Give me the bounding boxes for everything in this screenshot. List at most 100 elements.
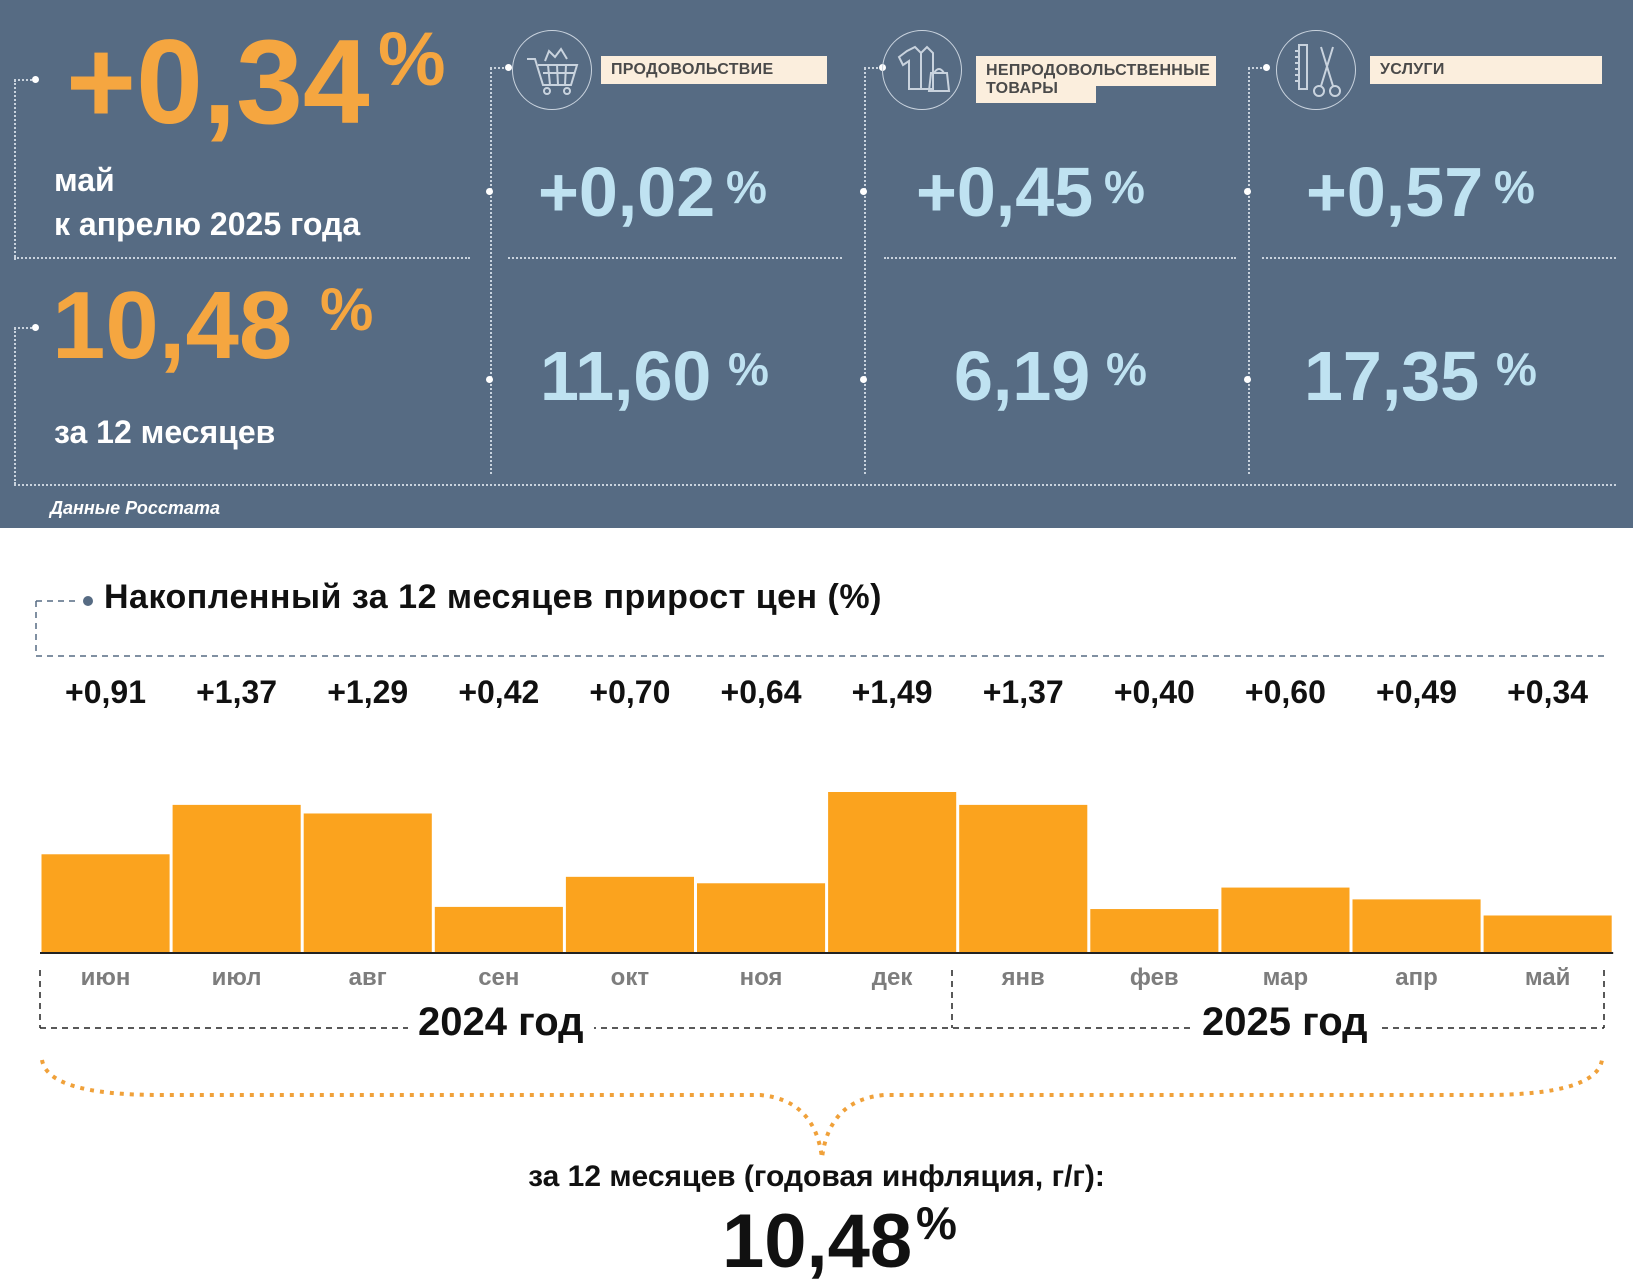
divider bbox=[508, 257, 842, 259]
annual-inflation-total: 10,48 bbox=[722, 1199, 913, 1284]
food-icon-circle bbox=[512, 30, 592, 110]
annual-inflation-value: 10,48 bbox=[52, 272, 293, 379]
column-divider bbox=[490, 68, 492, 474]
divider bbox=[14, 327, 32, 329]
bullet-dot bbox=[860, 376, 867, 383]
bar-ноя bbox=[697, 883, 826, 952]
annual-inflation-pct: % bbox=[320, 276, 374, 343]
divider bbox=[14, 257, 470, 259]
bar-value-label: +1,29 bbox=[327, 674, 409, 710]
month-tick-label: июл bbox=[211, 964, 262, 991]
bar-сен bbox=[434, 906, 563, 952]
divider bbox=[884, 257, 1236, 259]
month-tick-label: апр bbox=[1395, 964, 1438, 991]
bar-value-label: +0,40 bbox=[1113, 674, 1195, 710]
bar-value-label: +0,42 bbox=[458, 674, 540, 710]
bar-value-label: +1,37 bbox=[196, 674, 278, 710]
divider bbox=[14, 80, 16, 260]
divider bbox=[14, 484, 1616, 486]
bar-value-label: +1,49 bbox=[851, 674, 933, 710]
category-label-nonfood: НЕПРОДОВОЛЬСТВЕННЫЕ bbox=[976, 56, 1216, 86]
month-tick-label: фев bbox=[1129, 964, 1179, 991]
bar-июл bbox=[172, 804, 301, 952]
food-monthly-pct: % bbox=[726, 161, 767, 213]
category-label-services: УСЛУГИ bbox=[1370, 56, 1602, 84]
chart-title: Накопленный за 12 месяцев прирост цен (%… bbox=[104, 578, 882, 616]
annual-inflation-total-pct: % bbox=[916, 1197, 957, 1249]
year-label-2024: 2024 год bbox=[408, 1000, 594, 1045]
month-tick-label: май bbox=[1524, 964, 1571, 991]
bar-value-label: +0,60 bbox=[1244, 674, 1326, 710]
source-note: Данные Росстата bbox=[50, 498, 220, 518]
category-label-nonfood-line2-box: ТОВАРЫ bbox=[976, 80, 1096, 103]
divider bbox=[864, 67, 882, 69]
month-tick-label: авг bbox=[348, 964, 387, 991]
bar-value-label: +1,37 bbox=[982, 674, 1064, 710]
month-tick-label: сен bbox=[478, 964, 520, 991]
column-divider bbox=[864, 68, 866, 474]
nonfood-monthly-pct: % bbox=[1104, 161, 1145, 213]
bar-окт bbox=[565, 876, 694, 952]
summary-panel bbox=[0, 0, 1633, 528]
month-tick-label: ноя bbox=[739, 964, 783, 991]
bullet-dot bbox=[1263, 64, 1270, 71]
divider bbox=[14, 79, 32, 81]
month-tick-label: мар bbox=[1262, 964, 1309, 991]
month-tick-label: июн bbox=[80, 964, 131, 991]
month-tick-label: янв bbox=[1001, 964, 1045, 991]
nonfood-annual-pct: % bbox=[1106, 343, 1147, 395]
year-brackets bbox=[39, 970, 1605, 1159]
bar-апр bbox=[1352, 899, 1481, 952]
monthly-caption-compare: к апрелю 2025 года bbox=[54, 206, 361, 242]
divider bbox=[490, 67, 508, 69]
bullet-dot bbox=[486, 188, 493, 195]
services-icon-circle bbox=[1276, 30, 1356, 110]
nonfood-icon-circle bbox=[882, 30, 962, 110]
food-annual-pct: % bbox=[728, 343, 769, 395]
bar-chart bbox=[40, 792, 1614, 954]
monthly-inflation-value: +0,34 bbox=[66, 15, 370, 149]
bar-авг bbox=[303, 813, 432, 952]
bullet-dot bbox=[505, 64, 512, 71]
bullet-dot bbox=[32, 324, 39, 331]
services-annual-value: 17,35 bbox=[1304, 337, 1480, 415]
shopping-cart-icon bbox=[527, 47, 579, 95]
services-monthly-pct: % bbox=[1494, 161, 1535, 213]
monthly-inflation-pct: % bbox=[378, 17, 446, 102]
services-annual-pct: % bbox=[1496, 343, 1537, 395]
category-label-food: ПРОДОВОЛЬСТВИЕ bbox=[601, 56, 827, 84]
bar-мар bbox=[1221, 887, 1350, 952]
food-annual-value: 11,60 bbox=[540, 337, 712, 415]
bar-май bbox=[1483, 915, 1612, 952]
annual-inflation-label: за 12 месяцев (годовая инфляция, г/г): bbox=[528, 1160, 1105, 1193]
food-monthly-value: +0,02 bbox=[538, 153, 716, 231]
annual-caption: за 12 месяцев bbox=[54, 414, 276, 450]
bar-фев bbox=[1090, 909, 1219, 952]
bullet-dot bbox=[1244, 188, 1251, 195]
services-monthly-value: +0,57 bbox=[1306, 153, 1484, 231]
nonfood-annual-value: 6,19 bbox=[954, 337, 1091, 415]
nonfood-monthly-value: +0,45 bbox=[916, 153, 1094, 231]
bar-янв bbox=[959, 804, 1088, 952]
divider bbox=[14, 328, 16, 484]
scissors-comb-icon bbox=[1295, 44, 1341, 97]
chart-title-decor bbox=[35, 596, 1605, 657]
divider bbox=[1262, 257, 1616, 259]
bar-value-label: +0,34 bbox=[1507, 674, 1589, 710]
month-tick-label: дек bbox=[871, 964, 913, 991]
clothing-icon bbox=[897, 45, 951, 92]
bullet-dot bbox=[1244, 376, 1251, 383]
category-label-nonfood-line1: НЕПРОДОВОЛЬСТВЕННЫЕ bbox=[986, 62, 1211, 79]
bar-value-label: +0,91 bbox=[65, 674, 146, 710]
column-divider bbox=[1248, 68, 1250, 474]
divider bbox=[1248, 67, 1266, 69]
bar-дек bbox=[828, 792, 957, 952]
category-label-nonfood-line2: ТОВАРЫ bbox=[986, 80, 1059, 97]
month-tick-label: окт bbox=[610, 964, 650, 991]
bar-value-label: +0,64 bbox=[720, 674, 802, 710]
bullet-dot bbox=[486, 376, 493, 383]
bullet-dot bbox=[860, 188, 867, 195]
monthly-caption-month: май bbox=[54, 162, 115, 198]
bar-июн bbox=[41, 854, 170, 952]
bar-value-label: +0,49 bbox=[1376, 674, 1457, 710]
